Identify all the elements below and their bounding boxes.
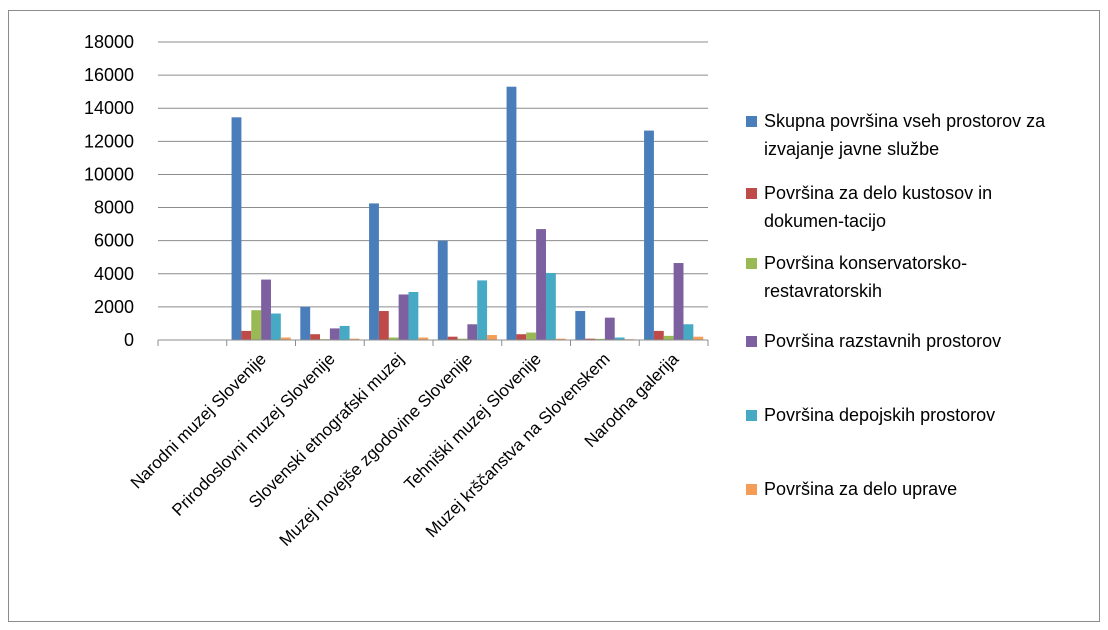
bar-series-3-category-1 [251, 310, 262, 340]
bar-series-5-category-3 [408, 291, 419, 340]
bar-series-5-category-7 [683, 324, 694, 340]
y-axis-tick-labels: 0 2000 4000 6000 8000 10000 12000 14000 16000 180… [84, 32, 134, 350]
legend-label: Površina razstavnih prostorov [764, 331, 1001, 351]
bar-series-1-category-1 [231, 117, 242, 340]
y-tick-label: 10000 [84, 164, 134, 184]
legend-label: izvajanje javne službe [764, 139, 939, 159]
bar-series-4-category-7 [673, 263, 684, 340]
legend-label: restavratorskih [764, 281, 882, 301]
bar-series-6-category-1 [280, 337, 291, 340]
bar-series-3-category-5 [526, 332, 537, 340]
bar-series-6-category-7 [693, 336, 704, 340]
y-tick-label: 4000 [94, 264, 134, 284]
legend-swatch [746, 116, 757, 127]
gridlines [158, 41, 708, 308]
bar-series-2-category-6 [585, 338, 596, 340]
y-tick-label: 18000 [84, 32, 134, 52]
y-tick-label: 14000 [84, 98, 134, 118]
bar-series-4-category-4 [467, 324, 478, 340]
bar-series-4-category-6 [604, 317, 615, 340]
y-tick-label: 8000 [94, 198, 134, 218]
legend-swatch [746, 258, 757, 269]
y-tick-label: 6000 [94, 231, 134, 251]
bar-series-4-category-1 [261, 279, 271, 340]
bar-series-2-category-5 [516, 334, 527, 340]
bar-series-2-category-3 [378, 311, 389, 340]
axes [157, 339, 709, 346]
legend-swatch [746, 410, 757, 421]
bar-series-1-category-2 [300, 306, 311, 340]
legend: Skupna površina vseh prostorov za izvajan… [746, 111, 1046, 499]
bar-series-1-category-4 [437, 240, 448, 340]
bar-series-1-category-6 [575, 311, 586, 340]
legend-label: dokumen-tacijo [764, 211, 886, 231]
legend-label: Skupna površina vseh prostorov za [764, 111, 1046, 131]
bar-series-3-category-4 [457, 338, 468, 340]
bar-series-1-category-5 [506, 86, 517, 340]
bar-series-2-category-2 [310, 334, 321, 340]
bar-series-4-category-3 [398, 294, 409, 340]
y-tick-label: 12000 [84, 131, 134, 151]
bar-series-5-category-6 [614, 337, 625, 340]
bar-series-6-category-4 [487, 335, 497, 340]
bar-series-5-category-2 [339, 325, 350, 340]
bar-series-5-category-5 [545, 272, 556, 340]
legend-label: Površina depojskih prostorov [764, 405, 995, 425]
bar-series-2-category-1 [241, 330, 252, 340]
bar-series-3-category-3 [388, 337, 399, 340]
legend-swatch [746, 484, 757, 495]
bar-series-4-category-2 [329, 328, 340, 340]
bar-series-3-category-7 [663, 335, 674, 340]
legend-swatch [746, 336, 757, 347]
bars [231, 86, 704, 340]
legend-label: Površina konservatorsko- [764, 253, 967, 273]
bar-series-2-category-7 [653, 330, 664, 340]
bar-series-1-category-3 [369, 203, 379, 340]
bar-series-6-category-2 [349, 338, 360, 340]
legend-label: Površina za delo uprave [764, 479, 957, 499]
legend-label: Površina za delo kustosov in [764, 183, 992, 203]
bar-series-2-category-4 [447, 336, 458, 340]
bar-series-1-category-7 [644, 130, 654, 340]
bar-series-4-category-5 [536, 229, 546, 340]
legend-swatch [746, 188, 757, 199]
y-tick-label: 16000 [84, 65, 134, 85]
bar-series-6-category-3 [418, 337, 429, 340]
x-category-label: Tehniški muzej Slovenije [401, 349, 545, 493]
y-tick-label: 2000 [94, 297, 134, 317]
bar-series-3-category-6 [595, 338, 605, 340]
bar-series-5-category-4 [477, 280, 488, 340]
bar-series-6-category-5 [555, 338, 566, 340]
x-category-label: Narodni muzej Slovenije [127, 349, 270, 492]
y-tick-label: 0 [124, 330, 134, 350]
bar-series-5-category-1 [270, 313, 281, 340]
